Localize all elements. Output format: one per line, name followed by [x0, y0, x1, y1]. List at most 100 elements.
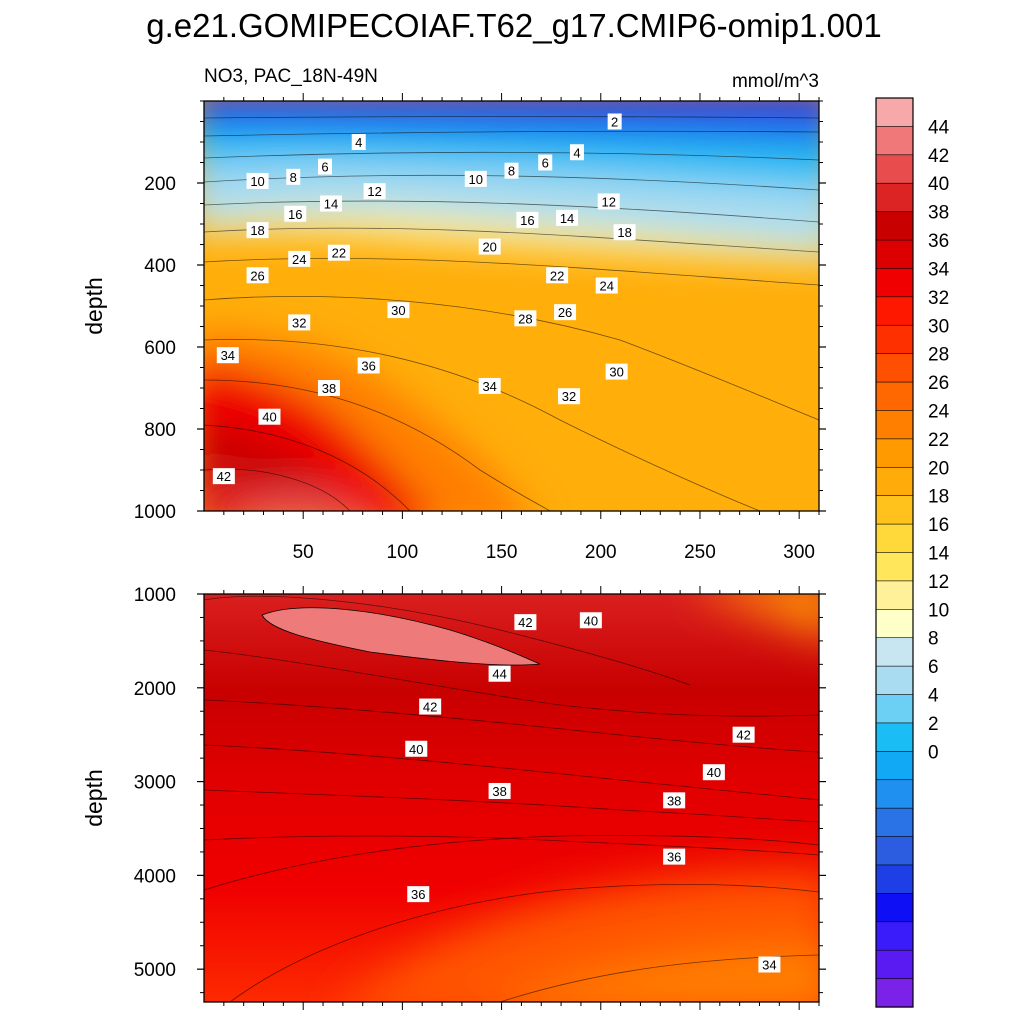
contour-label: 16	[516, 211, 539, 228]
contour-label-box	[514, 614, 537, 631]
colorbar-tick-label: 10	[928, 600, 949, 621]
colorbar-tick-label: 4	[928, 686, 939, 707]
contour-label-box	[319, 195, 342, 212]
contour-label-box	[363, 183, 386, 200]
upper-contour-fill	[204, 101, 819, 511]
contour-label: 6	[318, 158, 333, 175]
contour-label-box	[258, 408, 281, 425]
y-tick-label: 800	[144, 420, 176, 441]
contour-label-text: 42	[518, 615, 532, 630]
contour-label-box	[488, 782, 511, 799]
contour-label-text: 40	[707, 765, 721, 780]
contour-label-text: 2	[611, 115, 618, 130]
contour-label-text: 12	[367, 184, 381, 199]
contour-label-text: 40	[262, 410, 276, 425]
contour-label-box	[558, 388, 581, 405]
colorbar-tick-label: 24	[928, 401, 950, 422]
colorbar: 0246810121416182022242628303234363840424…	[875, 97, 950, 1008]
contour-label: 42	[732, 726, 755, 743]
contour-label: 40	[258, 408, 281, 425]
lower-contour-fill	[204, 594, 819, 1002]
colorbar-swatch	[875, 410, 914, 440]
contour-label-box	[351, 134, 366, 150]
colorbar-swatch	[875, 609, 914, 639]
colorbar-swatch	[875, 694, 914, 724]
colorbar-tick-label: 34	[928, 259, 950, 280]
contour-label-text: 14	[324, 197, 338, 212]
contour-label-box	[478, 377, 501, 394]
contour-label-text: 4	[355, 135, 362, 150]
colorbar-swatch	[875, 552, 914, 582]
lower-contour-labels: 42 40 44 42 42 40 40 38 38 36 36 34	[405, 612, 781, 973]
contour-label: 40	[702, 764, 725, 781]
contour-label: 38	[488, 782, 511, 799]
y-tick-label: 600	[144, 338, 176, 359]
y-tick-label: 4000	[134, 866, 176, 887]
contour-label: 12	[363, 183, 386, 200]
contour-label-text: 32	[562, 389, 576, 404]
contour-label-text: 20	[482, 240, 496, 255]
units-label: mmol/m^3	[732, 71, 819, 92]
contour-label-text: 26	[558, 305, 572, 320]
contour-label-text: 40	[409, 742, 423, 757]
contour-label: 36	[407, 886, 430, 903]
contour-label-box	[246, 222, 269, 239]
x-tick-label: 50	[293, 542, 314, 563]
contour-label-box	[288, 314, 311, 331]
contour-label-text: 16	[288, 207, 302, 222]
contour-label-box	[758, 956, 781, 973]
contour-label: 32	[558, 388, 581, 405]
contour-label: 30	[387, 302, 410, 319]
colorbar-swatch	[875, 126, 914, 156]
contour-label-text: 24	[599, 279, 613, 294]
upper-y-axis-title: depth	[81, 277, 107, 335]
colorbar-swatch	[875, 239, 914, 270]
contour-label-text: 24	[292, 252, 306, 267]
contour-label-box	[288, 250, 311, 267]
contour-label-box	[663, 848, 686, 865]
colorbar-swatch	[875, 779, 914, 809]
colorbar-tick-label: 12	[928, 572, 949, 593]
contour-label-text: 6	[321, 160, 328, 175]
contour-label: 14	[556, 209, 579, 226]
colorbar-swatch	[875, 466, 914, 497]
colorbar-swatch	[875, 637, 914, 667]
colorbar-swatch	[875, 296, 914, 326]
contour-label-box	[613, 224, 636, 241]
y-tick-label: 5000	[134, 960, 176, 981]
x-tick-label: 150	[486, 542, 518, 563]
contour-label-box	[405, 740, 428, 757]
contour-label-box	[554, 304, 577, 321]
colorbar-swatch	[875, 495, 914, 525]
contour-label-box	[546, 267, 569, 284]
contour-label-box	[556, 209, 579, 226]
colorbar-swatch	[875, 807, 914, 838]
colorbar-tick-label: 42	[928, 146, 949, 167]
contour-label: 22	[546, 267, 569, 284]
x-tick-label: 200	[585, 542, 617, 563]
contour-label-text: 38	[322, 381, 336, 396]
contour-label: 34	[758, 956, 781, 973]
contour-label-text: 8	[290, 170, 297, 185]
contour-label-text: 38	[667, 793, 681, 808]
contour-label: 42	[419, 698, 442, 715]
contour-label-text: 34	[762, 957, 776, 972]
colorbar-swatch	[875, 722, 914, 752]
panel-left-label: NO3, PAC_18N-49N	[204, 66, 378, 87]
contour-label-box	[318, 158, 333, 175]
contour-label-box	[702, 764, 725, 781]
colorbar-tick-label: 32	[928, 288, 949, 309]
contour-label: 12	[597, 193, 620, 210]
contour-label-text: 30	[609, 365, 623, 380]
contour-label: 24	[288, 250, 311, 267]
contour-label-text: 40	[584, 613, 598, 628]
contour-label: 38	[317, 380, 340, 396]
contour-label-text: 26	[250, 268, 264, 283]
upper-y-ticks: 200 400 600 800 1000	[134, 100, 826, 523]
colorbar-swatch	[875, 949, 914, 980]
contour-label-text: 6	[542, 156, 549, 171]
contour-label-text: 36	[411, 887, 425, 902]
